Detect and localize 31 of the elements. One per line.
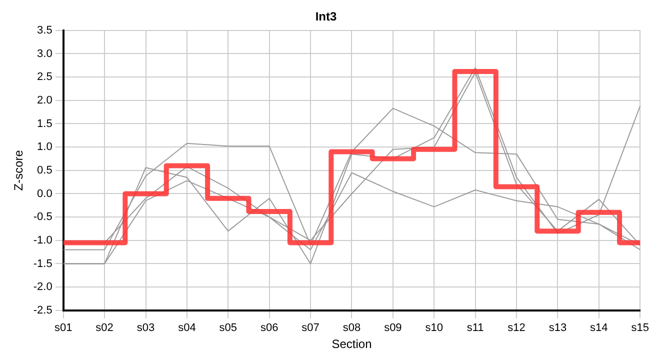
x-tick-label: s11: [466, 322, 484, 334]
x-tick-label: s10: [425, 322, 444, 334]
y-tick-label: -2.0: [33, 281, 52, 294]
x-tick-label: s15: [631, 322, 650, 334]
x-tick-label: s14: [590, 322, 608, 334]
y-tick-label: -0.5: [33, 211, 52, 224]
y-tick-label: 2.0: [37, 94, 52, 106]
chart-title: Int3: [315, 10, 337, 24]
y-tick-label: 1.0: [37, 141, 52, 154]
x-tick-label: s05: [219, 322, 238, 334]
y-tick-label: -2.5: [33, 304, 52, 316]
y-tick-label: 1.5: [37, 118, 52, 130]
y-axis-title: Z-score: [12, 150, 26, 191]
y-tick-label: -1.5: [33, 258, 52, 270]
x-tick-label: s08: [342, 322, 361, 334]
x-tick-label: s01: [54, 322, 72, 334]
x-tick-label: s04: [178, 322, 196, 334]
y-tick-label: 3.0: [37, 48, 52, 60]
x-tick-label: s09: [384, 322, 402, 334]
y-tick-label: 0.5: [37, 164, 52, 176]
x-tick-label: s06: [260, 322, 278, 334]
y-tick-label: -1.0: [33, 234, 52, 246]
x-tick-label: s13: [548, 322, 567, 334]
x-tick-label: s07: [302, 322, 320, 334]
x-tick-label: s03: [136, 322, 155, 334]
x-tick-label: s02: [96, 322, 114, 334]
x-axis-title: Section: [332, 337, 372, 352]
y-tick-label: 2.5: [37, 71, 52, 84]
y-tick-label: 3.5: [37, 24, 52, 36]
x-tick-label: s12: [508, 322, 526, 334]
y-tick-label: 0.0: [37, 188, 52, 200]
